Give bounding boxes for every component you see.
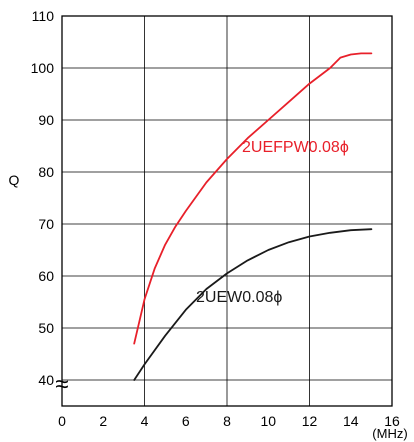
x-tick-label: 12 (302, 413, 318, 429)
y-tick-label: 100 (31, 60, 55, 76)
x-tick-label: 8 (223, 413, 231, 429)
series-label-2uew: 2UEW0.08ϕ (196, 289, 282, 306)
x-tick-label: 4 (141, 413, 149, 429)
axis-break-symbol: ≈ (55, 371, 68, 398)
x-tick-labels: 0 2 4 6 8 10 12 14 16 (58, 413, 400, 429)
x-tick-label: 14 (343, 413, 359, 429)
x-tick-label: 6 (182, 413, 190, 429)
y-tick-label: 70 (38, 216, 54, 232)
y-tick-label: 80 (38, 164, 54, 180)
y-tick-labels: 40 50 60 70 80 90 100 110 (31, 8, 55, 388)
y-tick-label: 110 (32, 8, 55, 24)
series-line-0 (133, 52, 373, 345)
series-line-1 (133, 228, 373, 381)
series-label-2uefpw: 2UEFPW0.08ϕ (242, 139, 349, 156)
y-tick-label: 90 (38, 112, 54, 128)
x-axis-unit: (MHz) (372, 426, 407, 441)
x-tick-label: 10 (260, 413, 276, 429)
x-tick-label: 16 (384, 413, 400, 429)
y-tick-label: 40 (38, 372, 54, 388)
y-tick-label: 60 (38, 268, 54, 284)
y-axis-label: Q (9, 172, 20, 188)
x-tick-label: 2 (99, 413, 107, 429)
series-lines (133, 52, 373, 381)
y-tick-label: 50 (38, 320, 54, 336)
grid (62, 16, 392, 406)
x-tick-label: 0 (58, 413, 66, 429)
